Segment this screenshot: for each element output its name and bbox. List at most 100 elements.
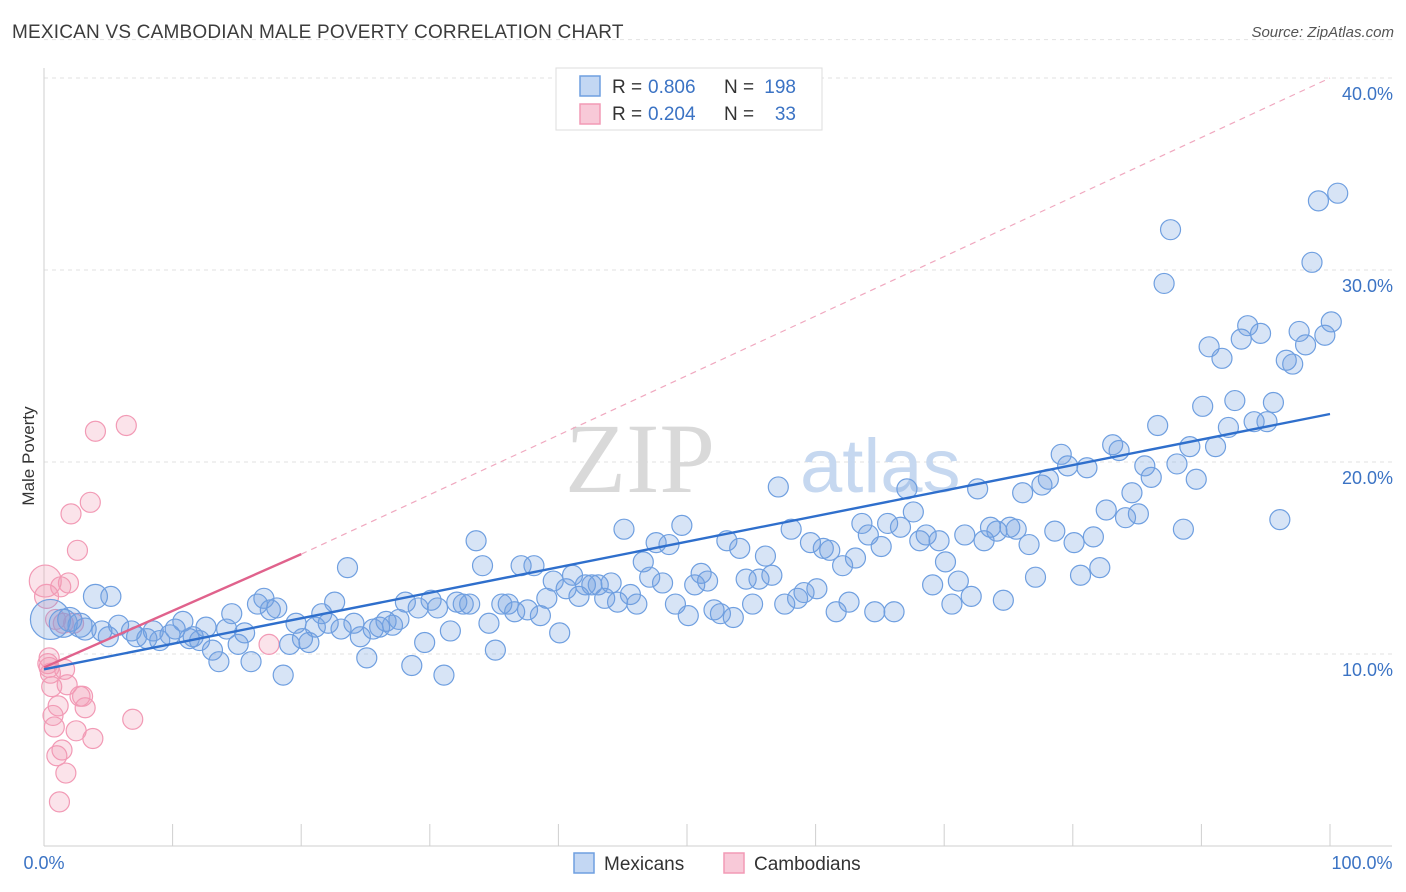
mexicans-point: [954, 524, 976, 546]
cambodians-point: [47, 695, 69, 717]
mexicans-point: [1024, 566, 1047, 588]
mexicans-point: [1294, 334, 1317, 356]
series-legend: Mexicans Cambodians: [573, 852, 861, 875]
cambodians-point: [79, 491, 101, 513]
mexicans-point: [349, 626, 371, 648]
legend-n-label-mexicans: N =: [724, 77, 754, 98]
mexicans-point: [574, 574, 597, 596]
mexicans-point: [1224, 389, 1246, 412]
mexicans-point: [844, 547, 867, 569]
mexicans-point: [1185, 468, 1207, 490]
mexicans-point: [729, 537, 751, 560]
legend-r-label-mexicans: R =: [612, 77, 642, 98]
mexicans-point: [754, 545, 777, 567]
mexicans-point: [600, 572, 622, 594]
mexicans-point: [439, 620, 461, 642]
mexicans-point: [1134, 455, 1156, 477]
mexicans-point: [1288, 320, 1310, 343]
mexicans-point: [883, 601, 905, 623]
mexicans-point: [1069, 564, 1092, 586]
cambodians-point: [74, 697, 96, 719]
mexicans-point: [748, 568, 770, 590]
mexicans-point: [832, 555, 854, 577]
bottom-legend-label-cambodians: Cambodians: [754, 854, 861, 875]
mexicans-point: [922, 574, 944, 596]
mexicans-point: [234, 622, 256, 644]
mexicans-point: [851, 512, 873, 535]
mexicans-point: [767, 476, 789, 498]
mexicans-point: [722, 606, 744, 629]
mexicans-point: [343, 612, 365, 634]
mexicans-point: [1102, 434, 1124, 456]
mexicans-point: [1307, 190, 1330, 212]
watermark-atlas: atlas: [800, 424, 961, 509]
cambodians-point: [42, 704, 64, 727]
mexicans-point: [780, 518, 802, 540]
mexicans-point: [542, 570, 564, 592]
mexicans-point: [889, 516, 912, 538]
cambodians-point: [60, 503, 82, 525]
mexicans-point: [1192, 395, 1214, 417]
legend-r-label-cambodians: R =: [612, 104, 642, 125]
mexicans-point: [761, 564, 783, 586]
mexicans-point: [941, 593, 963, 615]
cambodians-point: [43, 716, 65, 738]
mexicans-point: [1262, 391, 1285, 414]
mexicans-point: [465, 530, 487, 552]
chart-title: MEXICAN VS CAMBODIAN MALE POVERTY CORREL…: [12, 22, 624, 43]
correlation-legend: R = 0.806 N = 198 R = 0.204 N = 33: [555, 67, 823, 131]
mexicans-point: [909, 530, 931, 552]
mexicans-point: [1166, 453, 1188, 475]
mexicans-point: [1140, 466, 1162, 488]
mexicans-point: [100, 585, 122, 608]
y-tick-labels: 10.0% 20.0% 30.0% 40.0%: [1342, 84, 1393, 680]
mexicans-point: [1301, 251, 1323, 273]
mexicans-point: [1159, 219, 1182, 241]
mexicans-point: [201, 639, 224, 661]
bottom-legend-swatch-mexicans: [573, 852, 595, 874]
legend-n-value-mexicans: 198: [764, 77, 796, 98]
mexicans-point: [1114, 507, 1137, 529]
mexicans-point: [1269, 508, 1291, 531]
mexicans-point: [960, 585, 982, 608]
mexicans-point: [1211, 347, 1233, 369]
mexicans-point: [452, 593, 474, 615]
mexicans-point: [1282, 353, 1304, 375]
mexicans-point: [902, 501, 924, 523]
mexicans-point: [516, 599, 539, 621]
mexicans-point: [613, 518, 635, 540]
cambodians-point: [41, 676, 63, 698]
cambodians-series: [28, 414, 280, 813]
mexicans-point: [478, 612, 500, 634]
mexicans-point: [864, 601, 886, 623]
mexicans-point: [330, 618, 352, 640]
mexicans-point: [934, 551, 957, 573]
mexicans-point: [1327, 182, 1349, 204]
cambodians-point: [122, 708, 144, 730]
mexicans-point: [240, 651, 262, 673]
mexicans-point: [793, 581, 815, 604]
mexicans-point: [1237, 315, 1259, 337]
cambodians-point: [84, 420, 107, 442]
x-tick-labels: 0.0% 100.0%: [23, 853, 1392, 873]
cambodians-point: [51, 739, 73, 761]
cambodians-point: [48, 791, 71, 813]
mexicans-point: [381, 614, 404, 636]
mexicans-point: [703, 599, 725, 621]
mexicans-point: [696, 570, 719, 592]
mexicans-point: [786, 587, 809, 609]
mexicans-point: [1031, 474, 1053, 496]
mexicans-point: [1089, 556, 1111, 579]
cambodians-point: [258, 633, 280, 656]
mexicans-point: [838, 591, 860, 613]
mexicans-point: [992, 589, 1014, 611]
mexicans-point: [799, 532, 822, 554]
cambodians-point: [55, 762, 77, 784]
mexicans-point: [709, 603, 732, 625]
regression-lines: [43, 77, 1331, 671]
mexicans-point: [195, 616, 217, 638]
mexicans-point: [1320, 311, 1342, 333]
mexicans-point: [82, 583, 109, 610]
mexicans-point: [1172, 518, 1194, 540]
